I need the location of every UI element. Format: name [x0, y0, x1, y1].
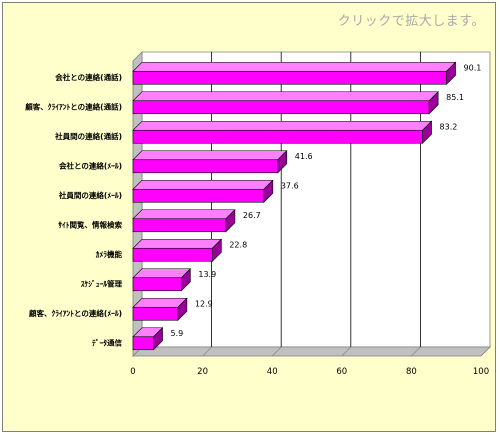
- bar-top-face: [132, 61, 457, 72]
- data-label: 5.9: [171, 329, 184, 338]
- floor: [132, 346, 491, 357]
- data-label: 85.1: [446, 93, 464, 102]
- x-tick-label: 40: [267, 367, 278, 377]
- floor-gridline: [411, 346, 421, 357]
- data-label: 90.1: [464, 63, 482, 72]
- bar-top-face: [132, 91, 439, 102]
- category-label: ｻｲﾄ閲覧、情報検索: [58, 219, 122, 229]
- category-label: 会社との連絡(通話): [55, 72, 122, 82]
- category-label: 顧客、ｸﾗｲｱﾝﾄとの連絡(通話): [25, 101, 122, 111]
- bar: [132, 268, 192, 292]
- bar-front-face: [132, 218, 227, 233]
- category-label: ｶﾒﾗ機能: [96, 249, 123, 259]
- bar: [132, 150, 288, 174]
- bar: [132, 297, 188, 321]
- data-label: 26.7: [243, 211, 261, 220]
- data-label: 83.2: [440, 122, 458, 131]
- bar-end-face: [422, 120, 432, 144]
- category-label: 顧客、ｸﾗｲｱﾝﾄとの連絡(ﾒｰﾙ): [29, 308, 122, 318]
- bar-top-face: [132, 238, 223, 249]
- bar-front-face: [132, 336, 154, 351]
- x-tick-label: 20: [197, 367, 208, 377]
- category-label: 会社との連絡(ﾒｰﾙ): [59, 160, 122, 170]
- category-label: 社員間の連絡(通話): [54, 131, 122, 141]
- bar-end-face: [181, 268, 191, 292]
- x-tick-label: 100: [473, 367, 489, 377]
- bar-front-face: [132, 306, 179, 321]
- bar: [132, 120, 433, 144]
- enlarge-hint[interactable]: クリックで拡大します。: [337, 14, 485, 29]
- bar-top-face: [132, 209, 236, 220]
- data-label: 37.6: [281, 181, 299, 190]
- category-label: ﾃﾞｰﾀ通信: [92, 337, 122, 347]
- bar-top-face: [132, 297, 188, 308]
- x-tick-label: 80: [406, 367, 417, 377]
- bar-end-face: [428, 91, 439, 115]
- data-label: 13.9: [198, 270, 216, 279]
- bar-end-face: [177, 297, 188, 321]
- bar-front-face: [132, 129, 423, 144]
- x-tick-label: 0: [130, 367, 135, 377]
- bar-front-face: [132, 247, 213, 262]
- bar: [132, 209, 236, 233]
- bar: [132, 179, 274, 203]
- bar-front-face: [132, 159, 279, 174]
- bar-front-face: [132, 277, 182, 292]
- bar-end-face: [153, 327, 163, 351]
- data-label: 41.6: [295, 152, 313, 161]
- bar: [132, 238, 223, 262]
- bar-end-face: [263, 179, 274, 203]
- bar-top-face: [132, 268, 192, 279]
- bar-end-face: [225, 209, 236, 233]
- floor-gridline: [271, 346, 282, 357]
- category-label: 社員間の連絡(ﾒｰﾙ): [58, 190, 122, 200]
- bar-top-face: [132, 120, 433, 131]
- data-label: 12.9: [195, 299, 213, 308]
- x-tick-label: 60: [336, 367, 347, 377]
- bar-front-face: [132, 188, 265, 203]
- bar: [132, 91, 439, 115]
- bar-front-face: [132, 100, 430, 115]
- bar: [132, 327, 164, 351]
- bar-end-face: [446, 61, 456, 85]
- bar-top-face: [132, 150, 288, 161]
- floor-gridline: [341, 346, 352, 357]
- bar-end-face: [212, 238, 222, 262]
- category-label: ｽｹｼﾞｭｰﾙ管理: [81, 278, 123, 288]
- bar-end-face: [277, 150, 288, 174]
- bar-front-face: [132, 70, 447, 85]
- floor-gridline: [202, 346, 212, 357]
- bar-top-face: [132, 179, 274, 190]
- bar: [132, 61, 457, 85]
- data-label: 22.8: [229, 240, 247, 249]
